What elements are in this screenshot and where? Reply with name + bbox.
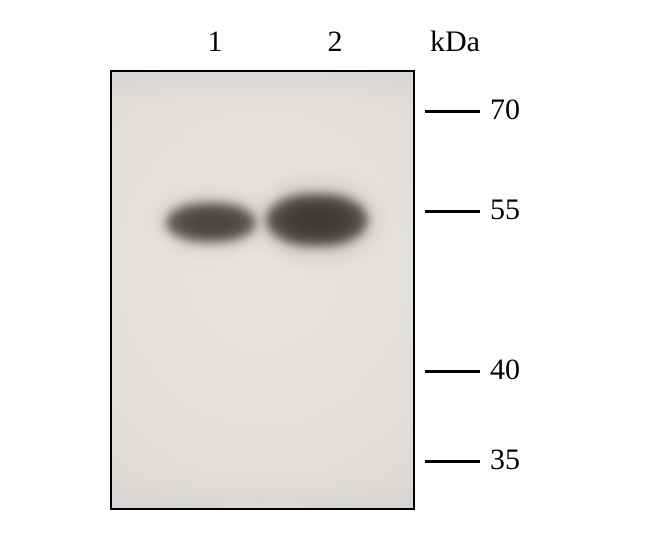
marker-tick-40 [425, 370, 480, 373]
marker-tick-35 [425, 460, 480, 463]
lane-2-label: 2 [325, 25, 345, 59]
marker-label-55: 55 [490, 193, 520, 227]
marker-label-35: 35 [490, 443, 520, 477]
marker-label-40: 40 [490, 353, 520, 387]
lane-1-label: 1 [205, 25, 225, 59]
marker-tick-55 [425, 210, 480, 213]
marker-label-70: 70 [490, 93, 520, 127]
western-blot-image [110, 70, 415, 510]
unit-label: kDa [430, 25, 480, 59]
blot-vignette [112, 72, 413, 508]
band-lane-2-halo [250, 177, 382, 264]
marker-tick-70 [425, 110, 480, 113]
